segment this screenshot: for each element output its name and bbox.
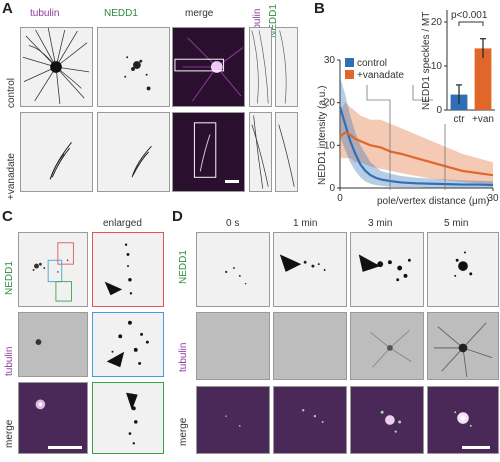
a-row-vanadate: +vanadate <box>6 153 17 200</box>
d-tubulin-1min <box>273 312 347 380</box>
d-time-1: 1 min <box>293 218 317 229</box>
c-arrowhead-1 <box>105 282 123 296</box>
d-row-tubulin: tubulin <box>178 343 189 372</box>
d-nedd1-1min <box>273 232 347 307</box>
panel-a-letter: A <box>2 0 13 17</box>
c-row-merge: merge <box>4 420 15 448</box>
bar-category-label-0: ctr <box>453 114 465 125</box>
bar-y-axis-label: NEDD1 speckles / MT <box>421 12 432 110</box>
d-nedd1-3min <box>350 232 424 307</box>
c-enlarged-red <box>92 232 164 307</box>
a-vanadate-inset-nedd1 <box>275 112 298 192</box>
c-row-nedd1: NEDD1 <box>4 261 15 295</box>
a-col-tubulin: tubulin <box>30 8 59 19</box>
d-merge-5min <box>427 386 499 454</box>
d-time-3: 5 min <box>444 218 468 229</box>
bar-category-label-1: +van <box>472 114 494 125</box>
a-control-inset-nedd1 <box>275 27 298 107</box>
bar-ytick-label-0: 0 <box>436 105 442 116</box>
a-control-merge-image <box>172 27 245 107</box>
panel-d-letter: D <box>172 208 183 225</box>
a-col-merge: merge <box>185 8 213 19</box>
line-xtick-label-0: 0 <box>337 193 343 204</box>
d-merge-0s <box>196 386 270 454</box>
c-arrowhead-2 <box>107 352 124 368</box>
c-arrowhead-3 <box>126 393 138 411</box>
c-enlarged-blue <box>92 312 164 377</box>
d-row-merge: merge <box>178 418 189 446</box>
d-tubulin-3min <box>350 312 424 380</box>
bar-ytick-label-1: 10 <box>431 61 443 72</box>
a-vanadate-inset-tubulin <box>249 112 272 192</box>
bar-ytick-label-2: 20 <box>431 17 443 28</box>
c-row-tubulin: tubulin <box>4 347 15 376</box>
d-nedd1-5min <box>427 232 499 307</box>
d-merge-3min <box>350 386 424 454</box>
c-enlarged-green <box>92 382 164 454</box>
d-time-2: 3 min <box>368 218 392 229</box>
d-tubulin-5min <box>427 312 499 380</box>
d-nedd1-0s <box>196 232 270 307</box>
line-ytick-label-3: 30 <box>324 55 336 66</box>
c-header-enlarged: enlarged <box>103 218 142 229</box>
d-tubulin-0s <box>196 312 270 380</box>
d-merge-1min <box>273 386 347 454</box>
c-tubulin-overview <box>18 312 88 377</box>
a-row-control: control <box>6 78 17 108</box>
bar-title: p<0.001 <box>451 10 488 21</box>
legend-label-vanadate: +vanadate <box>357 70 404 81</box>
legend-label-control: control <box>357 58 387 69</box>
panel-c-letter: C <box>2 208 13 225</box>
d-arrowhead-2 <box>359 254 380 272</box>
a-vanadate-tubulin-image <box>20 112 93 192</box>
d-scale-bar <box>462 446 490 449</box>
d-row-nedd1: NEDD1 <box>178 250 189 284</box>
a-control-tubulin-image <box>20 27 93 107</box>
legend-swatch-vanadate <box>345 70 354 79</box>
a-col-nedd1: NEDD1 <box>104 8 138 19</box>
c-scale-bar <box>48 446 82 449</box>
a-vanadate-nedd1-image <box>97 112 170 192</box>
legend-swatch-control <box>345 58 354 67</box>
d-arrowhead-1 <box>280 254 301 272</box>
c-merge-overview <box>18 382 88 454</box>
a-control-nedd1-image <box>97 27 170 107</box>
c-nedd1-overview <box>18 232 88 307</box>
line-ytick-label-0: 0 <box>329 183 335 194</box>
line-x-axis-label: pole/vertex distance (μm) <box>377 196 489 207</box>
a-control-inset-tubulin <box>249 27 272 107</box>
d-time-0: 0 s <box>226 218 239 229</box>
a-scale-bar <box>225 180 239 183</box>
line-y-axis-label: NEDD1 intensity (a.u.) <box>317 86 328 185</box>
